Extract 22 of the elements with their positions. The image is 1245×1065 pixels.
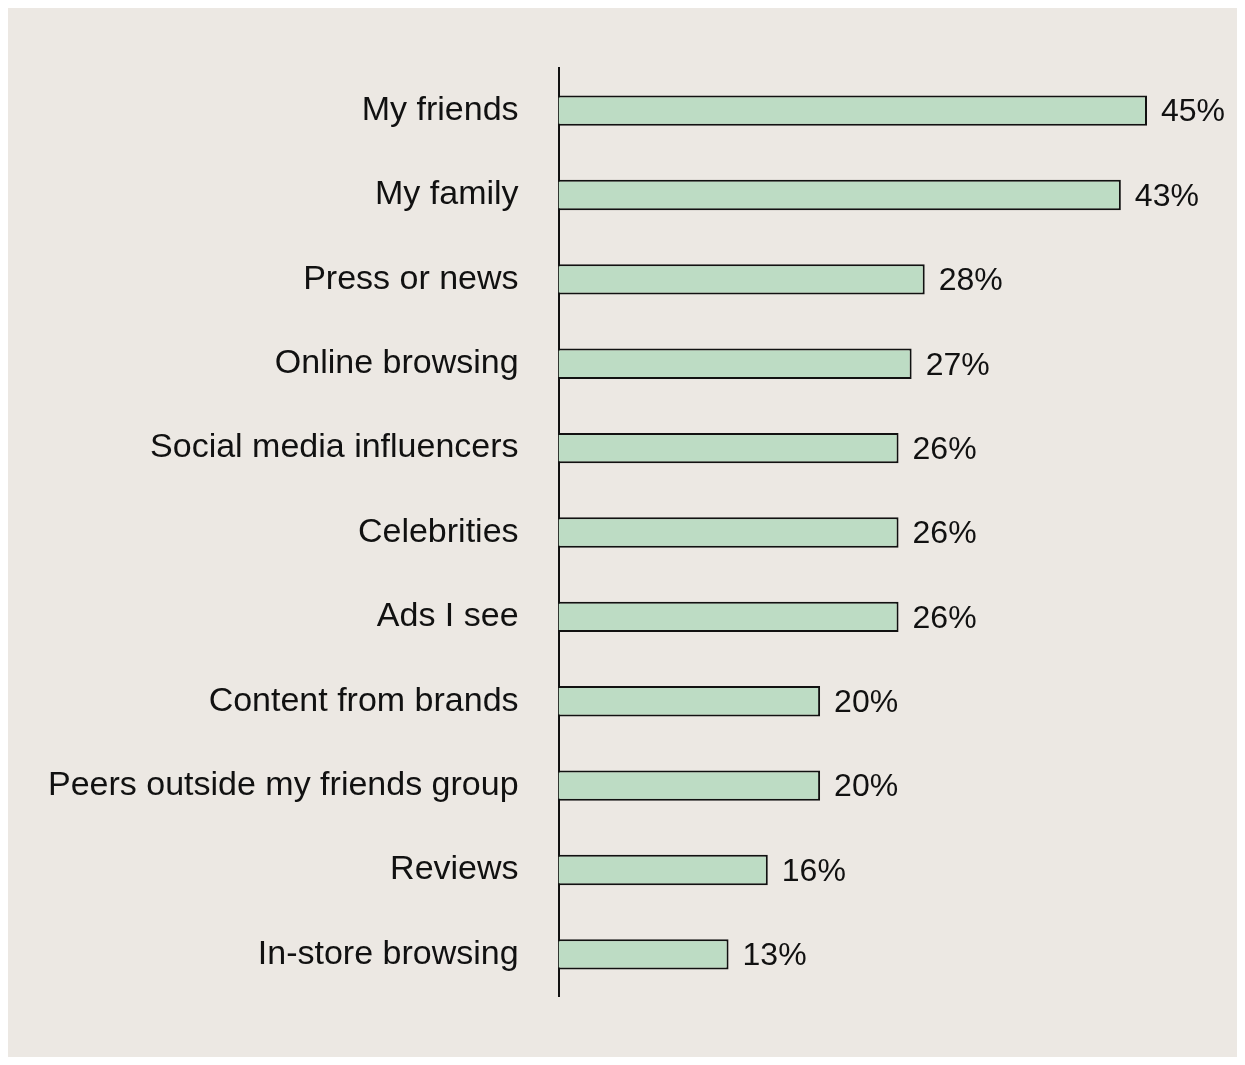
data-label: 28% (938, 261, 1003, 298)
data-label: 13% (742, 936, 807, 973)
data-label: 26% (912, 514, 977, 551)
data-label: 26% (912, 429, 977, 466)
data-label: 45% (1161, 92, 1226, 129)
y-tick-label: Online browsing (274, 342, 519, 381)
y-tick-label: Content from brands (208, 679, 519, 718)
data-label: 20% (834, 767, 899, 804)
data-label: 26% (912, 598, 977, 635)
y-tick-label: Celebrities (357, 510, 519, 549)
y-tick-label: My friends (361, 88, 519, 127)
data-label: 27% (925, 345, 990, 382)
y-tick-label: Ads I see (376, 595, 519, 634)
y-tick-label: My family (375, 173, 519, 212)
y-tick-label: Peers outside my friends group (47, 764, 519, 803)
data-label: 16% (781, 851, 846, 888)
data-label: 20% (834, 683, 899, 720)
data-label: 43% (1134, 176, 1199, 213)
y-tick-label: Reviews (390, 848, 519, 887)
y-tick-label: In-store browsing (257, 932, 519, 971)
y-tick-label: Social media influencers (150, 426, 519, 465)
y-tick-label: Press or news (303, 257, 519, 296)
